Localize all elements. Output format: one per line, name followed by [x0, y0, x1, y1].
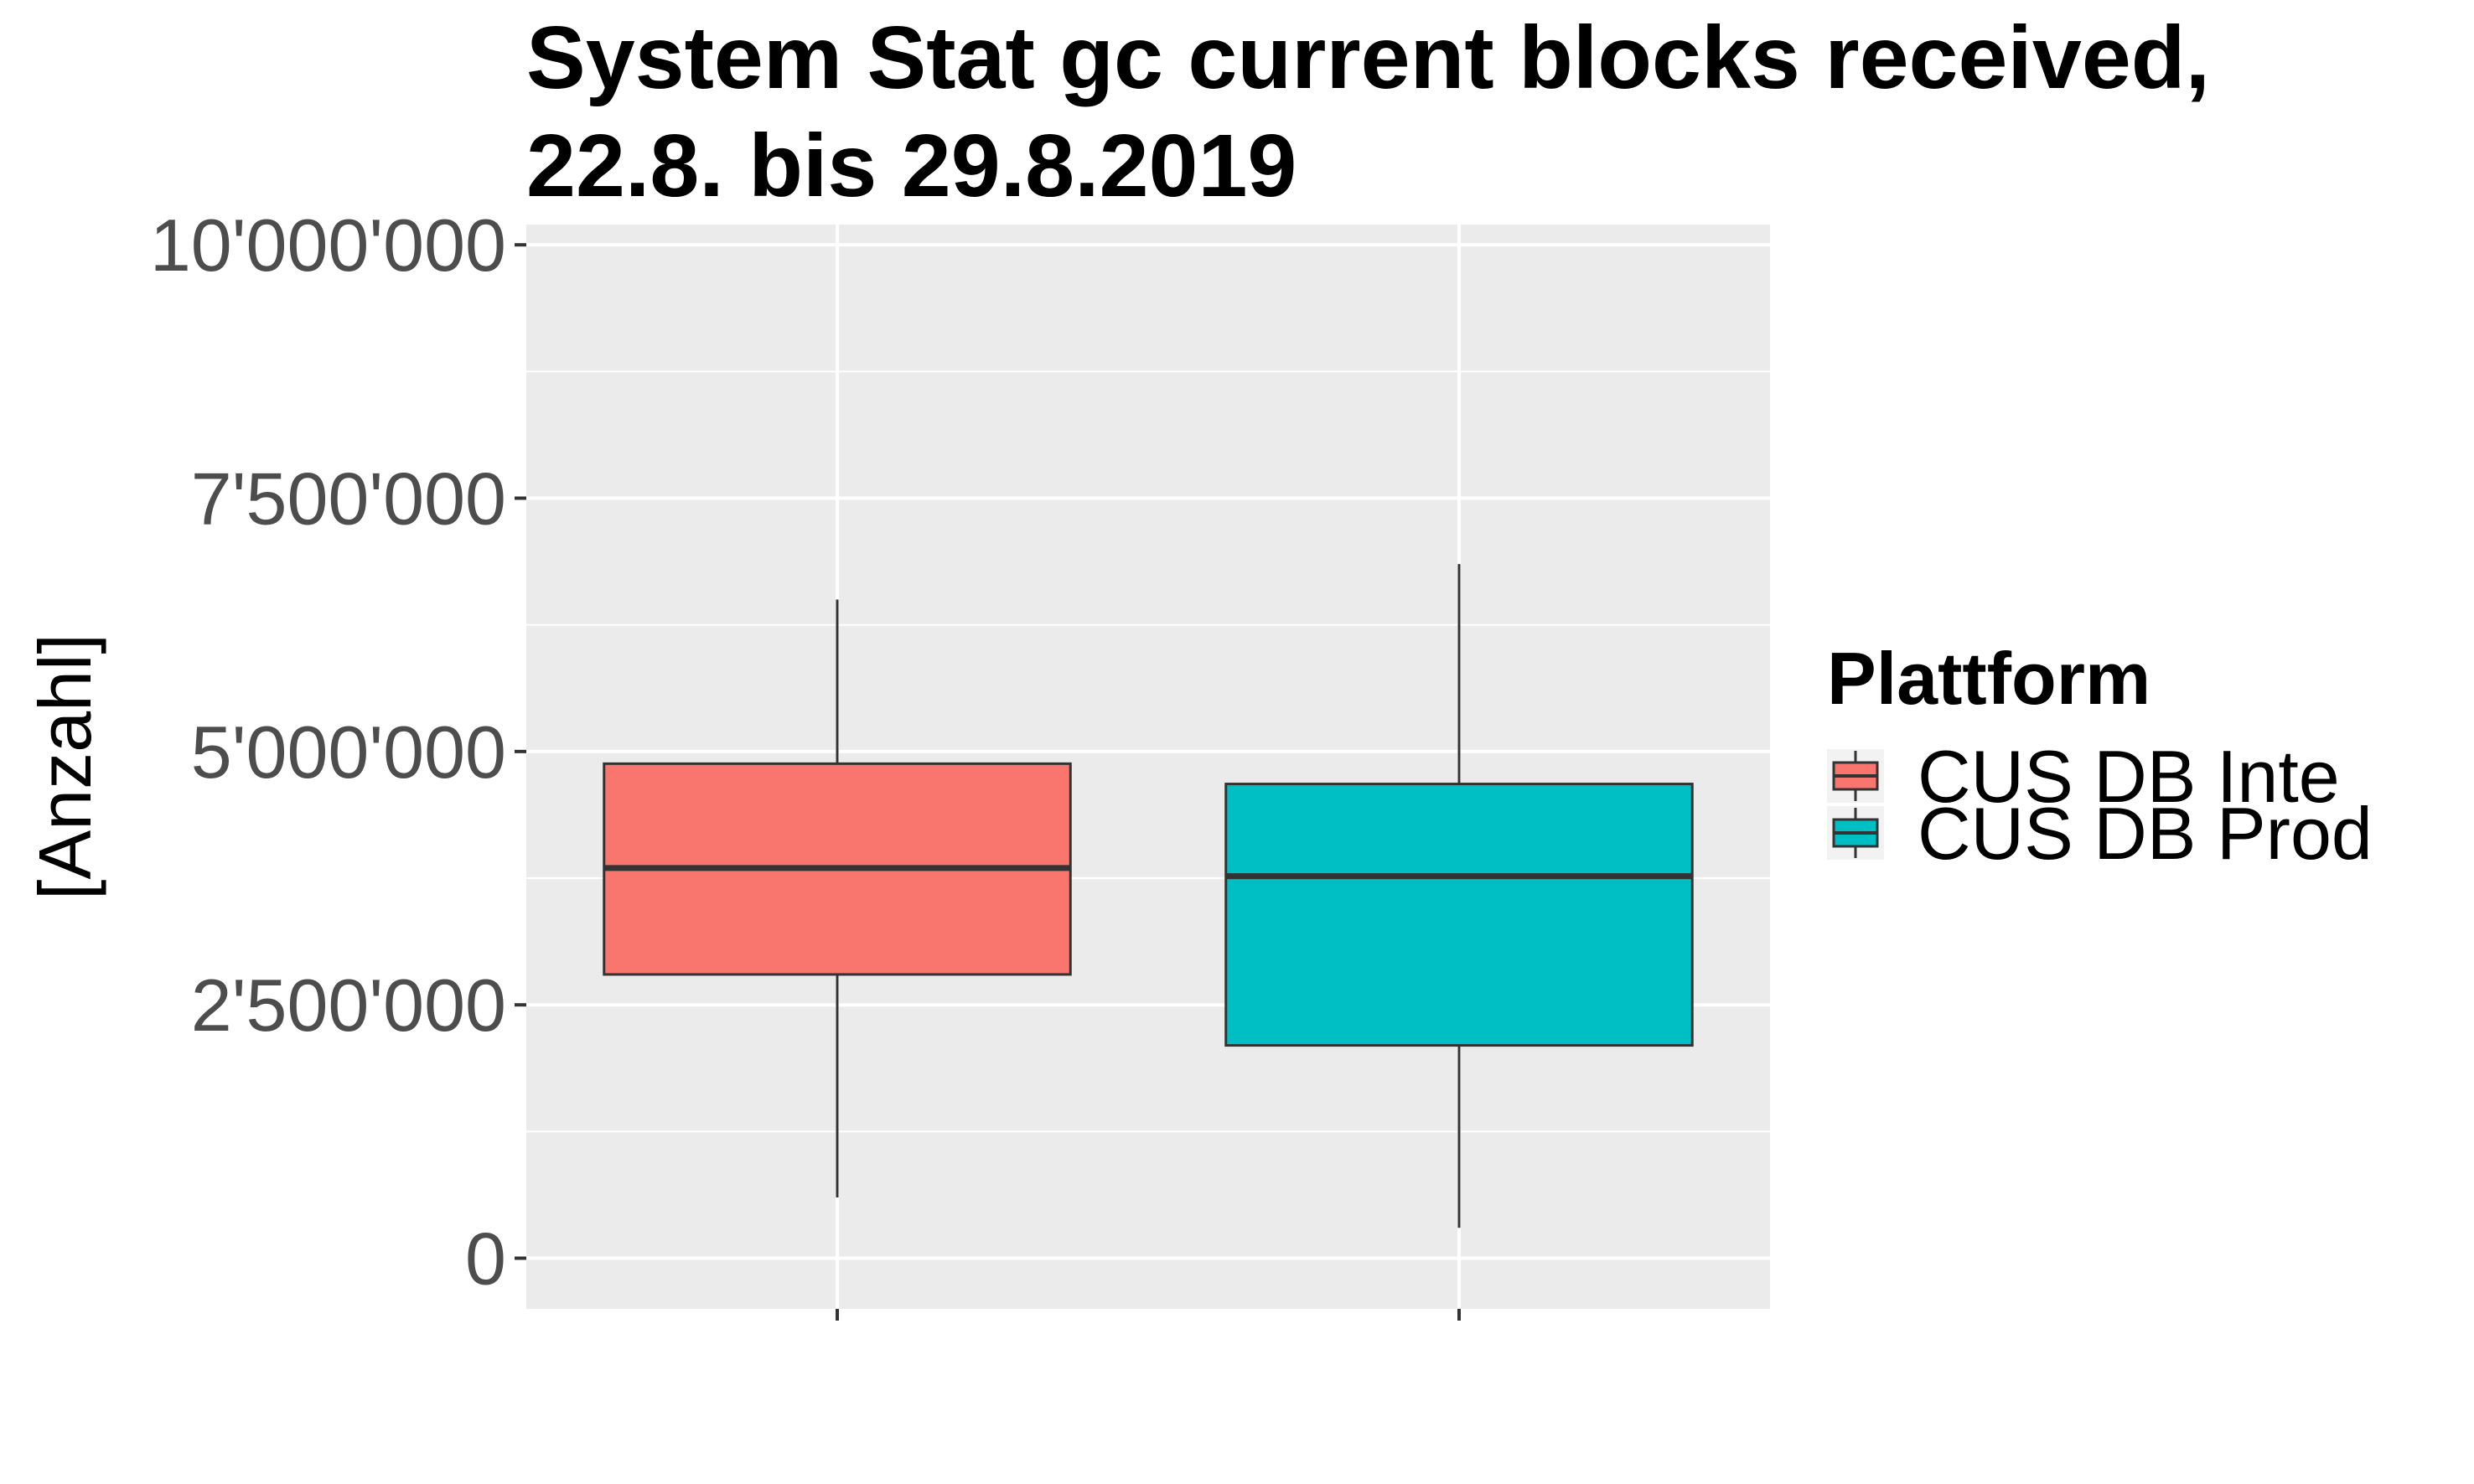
x-axis [836, 1309, 1461, 1321]
legend-label: CUS DB Prod [1918, 792, 2373, 875]
y-axis: 0 2'500'000 5'000'000 7'500'000 10'000'000 [150, 204, 526, 1300]
box [1224, 783, 1694, 1047]
chart-title-line-2: 22.8. bis 29.8.2019 [526, 116, 1297, 215]
y-tick-label: 10'000'000 [150, 204, 506, 287]
y-tick-label: 0 [465, 1218, 506, 1300]
y-tick-label: 7'500'000 [191, 458, 506, 540]
y-axis-title: [Anzahl] [23, 633, 106, 900]
legend-label: CUS DB Inte [1918, 735, 2340, 818]
y-tick-label: 5'000'000 [191, 711, 506, 794]
legend-title: Plattform [1827, 637, 2151, 720]
y-tick-label: 2'500'000 [191, 964, 506, 1047]
chart-title-line-1: System Stat gc current blocks received, [526, 8, 2210, 107]
boxes [603, 564, 1694, 1228]
